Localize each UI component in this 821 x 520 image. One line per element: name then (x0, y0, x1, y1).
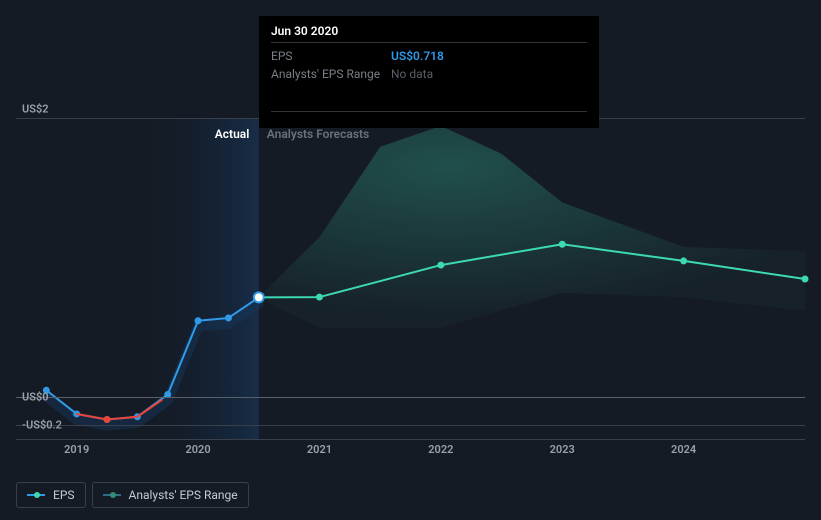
legend-item[interactable]: EPS (16, 482, 86, 508)
legend-label: Analysts' EPS Range (129, 488, 238, 502)
gridline (16, 439, 805, 440)
x-axis-label: 2024 (671, 443, 696, 456)
legend-swatch (103, 491, 121, 499)
legend-item[interactable]: Analysts' EPS Range (92, 482, 249, 508)
chart-svg (16, 119, 805, 439)
y-axis-label: US$0 (22, 391, 49, 404)
tooltip-divider (271, 111, 587, 112)
x-axis-label: 2019 (64, 443, 89, 456)
section-label-forecast: Analysts Forecasts (267, 127, 369, 141)
x-axis-label: 2020 (185, 443, 210, 456)
tooltip-row-label: EPS (271, 49, 391, 63)
tooltip-row: EPSUS$0.718 (271, 47, 587, 65)
plot-area[interactable]: Actual Analysts Forecasts US$0-US$0.2201… (16, 118, 805, 438)
tooltip-row-value: No data (391, 67, 433, 81)
tooltip-row-value: US$0.718 (391, 49, 444, 63)
tooltip-row: Analysts' EPS RangeNo data (271, 65, 587, 83)
hover-tooltip: Jun 30 2020 EPSUS$0.718Analysts' EPS Ran… (259, 16, 599, 128)
section-label-actual: Actual (215, 127, 250, 141)
x-axis-label: 2023 (550, 443, 575, 456)
y-axis-label: -US$0.2 (22, 419, 62, 432)
chart-legend: EPS Analysts' EPS Range (16, 482, 249, 508)
gridline (16, 397, 805, 398)
x-axis-label: 2021 (307, 443, 332, 456)
legend-label: EPS (53, 488, 75, 502)
tooltip-row-label: Analysts' EPS Range (271, 67, 391, 81)
legend-swatch (27, 491, 45, 499)
tooltip-date: Jun 30 2020 (271, 24, 587, 43)
gridline (16, 425, 805, 426)
eps-chart: US$2 Actual Analysts Forecasts US$0-US$0… (16, 118, 805, 458)
y-axis-label-top: US$2 (22, 103, 49, 116)
x-axis-label: 2022 (428, 443, 453, 456)
